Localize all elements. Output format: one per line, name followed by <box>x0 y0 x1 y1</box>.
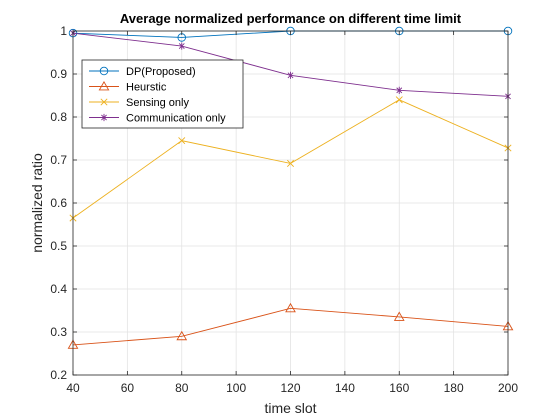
legend-item: Heurstic <box>89 80 167 94</box>
y-tick-label: 0.6 <box>50 196 67 210</box>
y-tick-label: 0.4 <box>50 282 67 296</box>
legend-item: Sensing only <box>89 97 189 109</box>
y-tick-label: 0.7 <box>50 153 67 167</box>
y-tick-label: 1 <box>60 24 67 38</box>
legend-marker <box>99 66 109 76</box>
x-tick-label: 80 <box>175 381 189 395</box>
legend-label: DP(Proposed) <box>126 66 196 78</box>
y-tick-label: 0.9 <box>50 67 67 81</box>
legend-label: Sensing only <box>126 97 189 109</box>
x-tick-label: 140 <box>335 381 355 395</box>
data-point <box>178 42 185 50</box>
x-tick-label: 200 <box>498 381 518 395</box>
x-tick-label: 160 <box>389 381 409 395</box>
y-tick-label: 0.5 <box>50 239 67 253</box>
axis-ticks: 40 60 80 100 120 140 160 180 200 0.2 0.3 0.4 0.5 0.6 0… <box>50 24 518 395</box>
data-point <box>393 311 405 321</box>
legend-items: DP(Proposed) Heurstic Sensing only Communic… <box>89 66 226 125</box>
legend-item: DP(Proposed) <box>89 66 196 78</box>
x-tick-label: 40 <box>66 381 80 395</box>
data-point <box>286 159 295 167</box>
legend-item: Communication only <box>89 113 226 125</box>
legend-label: Heurstic <box>126 82 167 94</box>
x-tick-label: 100 <box>226 381 246 395</box>
legend: DP(Proposed) Heurstic Sensing only Communic… <box>81 59 244 129</box>
legend-marker <box>101 113 107 122</box>
x-axis-label: time slot <box>264 400 316 416</box>
x-tick-label: 120 <box>280 381 300 395</box>
x-tick-label: 60 <box>121 381 135 395</box>
series-line <box>72 307 509 346</box>
y-tick-label: 0.2 <box>50 368 67 382</box>
y-tick-label: 0.8 <box>50 110 67 124</box>
x-tick-label: 180 <box>444 381 464 395</box>
data-point <box>285 302 296 313</box>
grid <box>72 30 509 376</box>
data-point <box>396 86 403 94</box>
series-2 <box>69 96 512 222</box>
data-point <box>395 96 403 104</box>
legend-marker <box>98 80 110 91</box>
legend-marker <box>100 98 108 106</box>
data-point <box>176 330 188 341</box>
data-point <box>178 137 186 145</box>
y-axis-label: normalized ratio <box>29 153 45 253</box>
y-tick-label: 0.3 <box>50 325 67 339</box>
chart-title: Average normalized performance on differ… <box>120 11 462 26</box>
legend-label: Communication only <box>126 113 226 125</box>
data-point <box>287 71 294 79</box>
